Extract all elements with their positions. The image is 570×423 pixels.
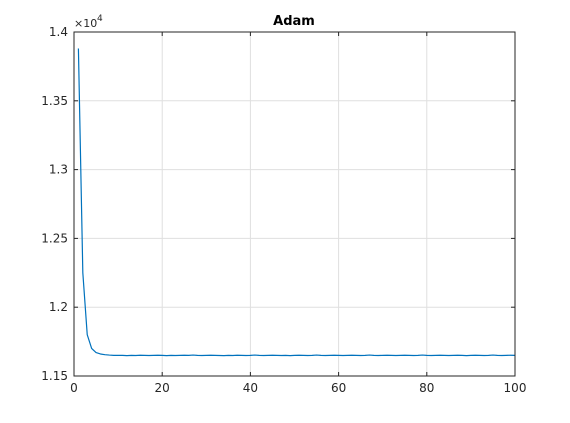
x-tick-label: 0: [70, 381, 78, 395]
x-tick-label: 20: [155, 381, 170, 395]
chart-title: Adam: [273, 14, 315, 29]
axes-box: [73, 31, 516, 377]
y-tick-label: 1.25: [41, 231, 68, 245]
y-tick-label: 1.4: [49, 25, 68, 39]
y-tick-label: 1.15: [41, 369, 68, 383]
y-tick-label: 1.3: [49, 163, 68, 177]
y-multiplier-exponent: 4: [97, 14, 103, 24]
x-tick-labels: 0 20 40 60 80 100: [70, 381, 526, 395]
y-multiplier-base: ×10: [74, 17, 97, 30]
y-tick-label: 1.35: [41, 94, 68, 108]
plot-area: [74, 32, 515, 376]
x-tick-label: 40: [243, 381, 258, 395]
grid-lines: [73, 31, 516, 377]
y-tick-label: 1.2: [49, 300, 68, 314]
series-line: [77, 48, 516, 357]
y-tick-labels: 1.15 1.2 1.25 1.3 1.35 1.4: [41, 25, 68, 383]
tick-marks: [73, 31, 516, 377]
series-group: [77, 48, 516, 357]
x-tick-label: 100: [504, 381, 527, 395]
x-tick-label: 80: [419, 381, 434, 395]
x-tick-label: 60: [331, 381, 346, 395]
